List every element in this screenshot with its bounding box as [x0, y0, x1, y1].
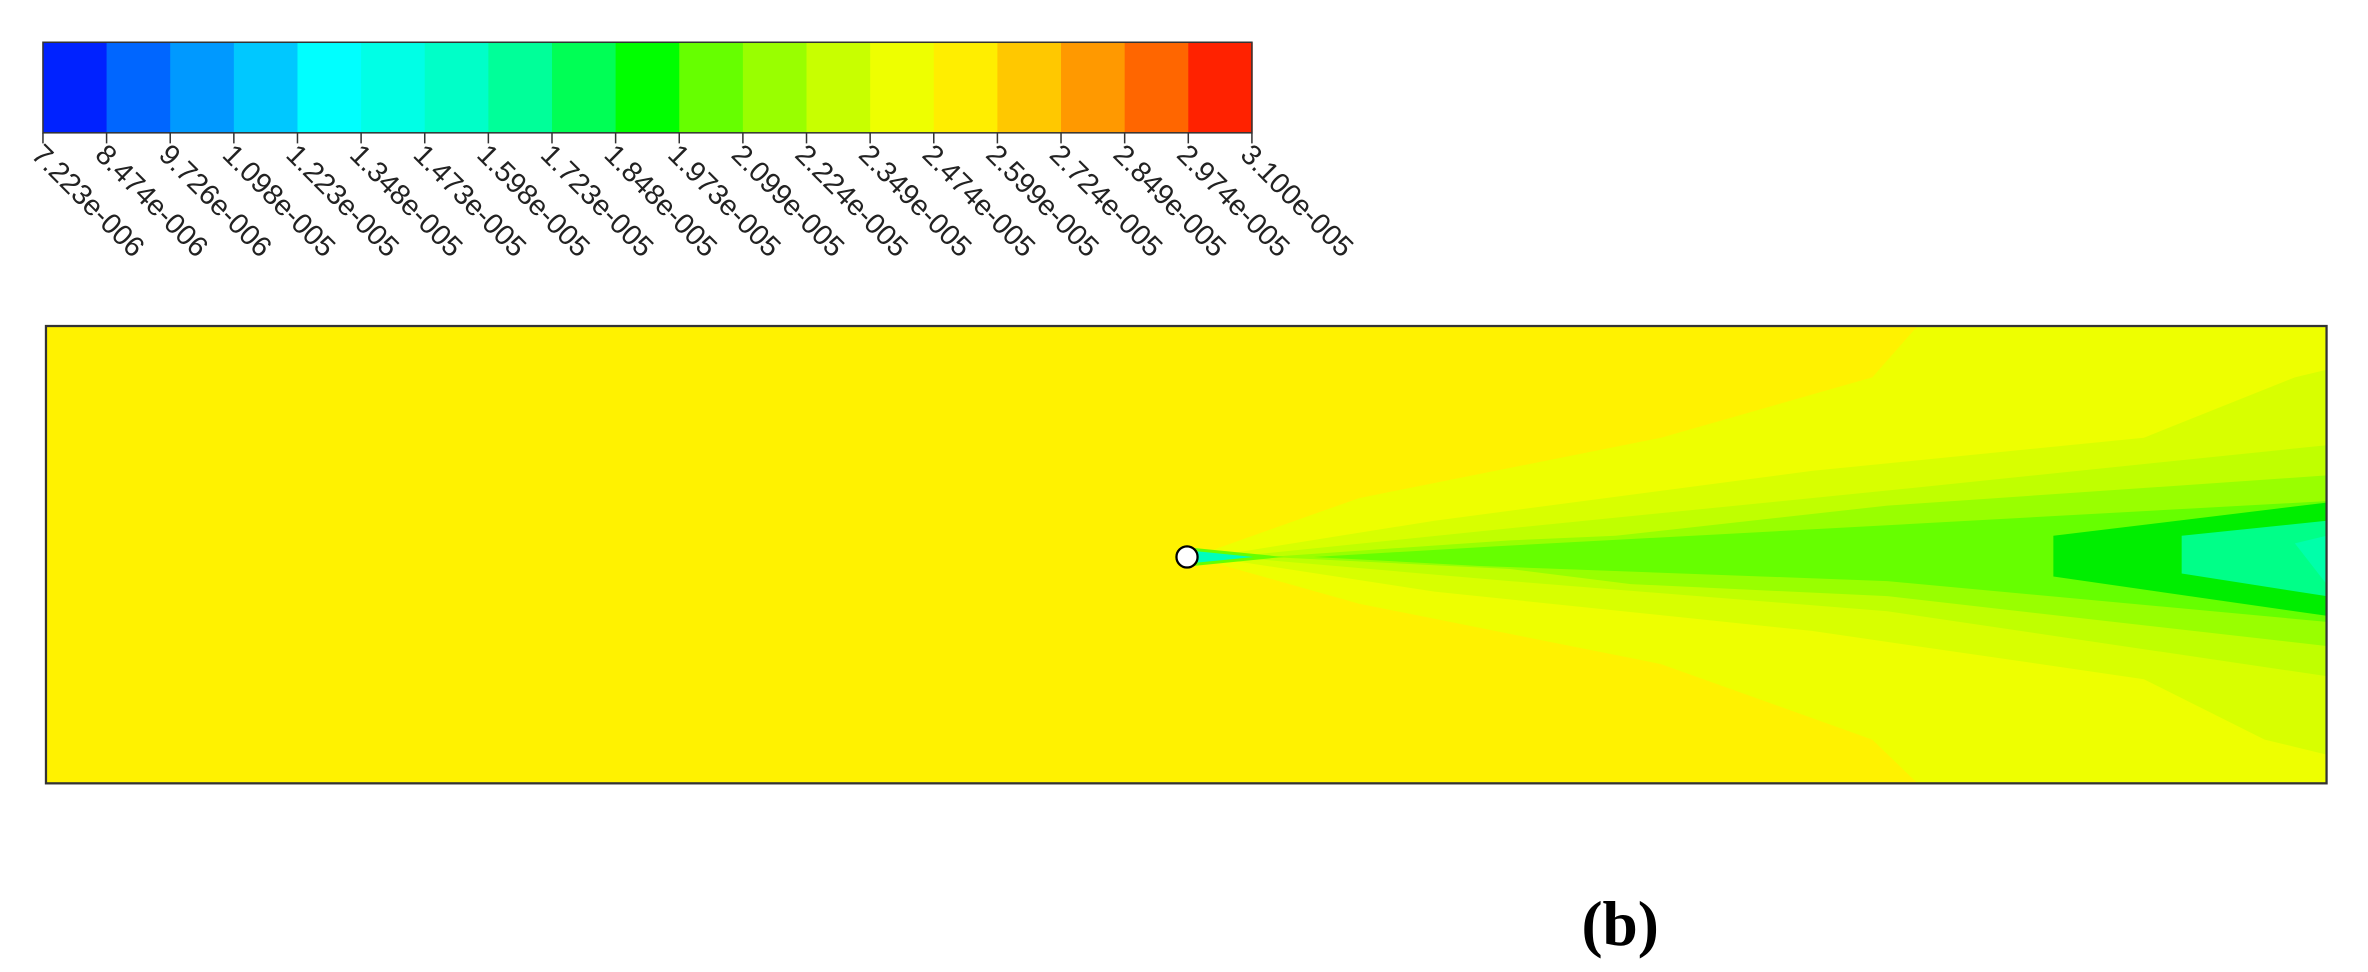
- contour-region: [1313, 501, 2327, 622]
- colorbar-cell: [488, 42, 553, 133]
- contour-region: [2294, 535, 2327, 585]
- colorbar-cell: [997, 42, 1062, 133]
- colorbar-cell: [870, 42, 935, 133]
- domain-border: [44, 324, 2328, 785]
- colorbar-cell: [1061, 42, 1126, 133]
- cylinder: [1175, 545, 1199, 569]
- caption: (b): [1581, 889, 1658, 959]
- colorbar-cell: [742, 42, 808, 133]
- colorbar-cell: [361, 42, 426, 133]
- colorbar-cell: [1188, 42, 1253, 133]
- contour-region: [2181, 520, 2327, 597]
- colorbar-cell: [806, 42, 871, 133]
- colorbar-cell: [1124, 42, 1190, 133]
- colorbar-cell: [42, 42, 108, 133]
- colorbar-cell: [233, 42, 299, 133]
- colorbar: 7.223e-0068.474e-0069.726e-0061.098e-005…: [25, 41, 1359, 264]
- colorbar-cell: [424, 42, 490, 133]
- colorbar-cell: [551, 42, 617, 133]
- wake-region: [1193, 550, 1254, 563]
- colorbar-cell: [170, 42, 235, 133]
- colorbar-cell: [615, 42, 681, 133]
- colorbar-cell: [933, 42, 999, 133]
- contour-field: [44, 324, 2328, 785]
- colorbar-cell: [679, 42, 744, 133]
- colorbar-cell: [106, 42, 171, 133]
- colorbar-border: [42, 41, 1253, 134]
- colorbar-cell: [297, 42, 362, 133]
